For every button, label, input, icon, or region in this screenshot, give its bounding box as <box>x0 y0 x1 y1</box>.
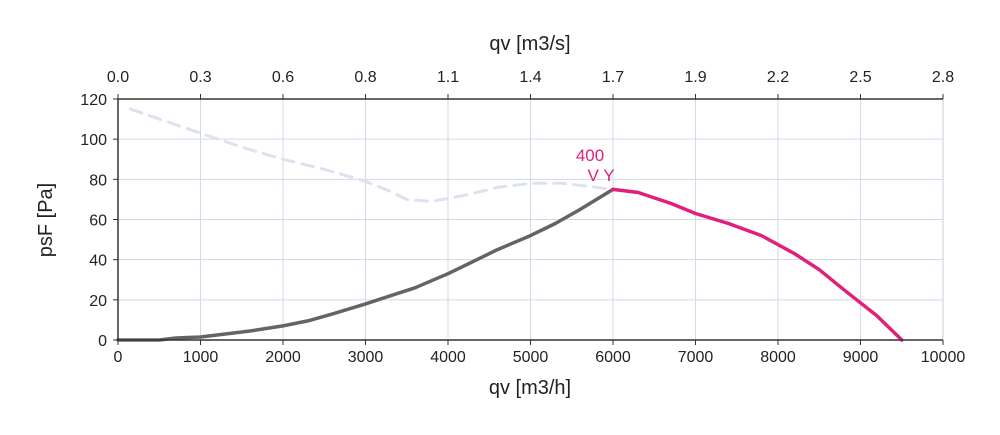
fan-curve-operating <box>611 187 904 342</box>
x2-tick-label: 0.8 <box>354 69 376 86</box>
curve-annotation-size: 400 <box>576 146 604 165</box>
x2-tick-label: 1.7 <box>602 69 624 86</box>
x2-tick-label: 1.4 <box>519 69 541 86</box>
fan-curve-gray <box>116 187 615 342</box>
series-layer <box>116 107 904 342</box>
x-tick-label: 8000 <box>760 349 796 366</box>
x2-tick-label: 2.2 <box>767 69 789 86</box>
grid <box>118 99 943 340</box>
y-tick-label: 80 <box>89 172 107 189</box>
x2-tick-label: 2.8 <box>932 69 954 86</box>
x-tick-label: 6000 <box>595 349 631 366</box>
x2-tick-label: 1.1 <box>437 69 459 86</box>
ticks: 0 1000 2000 3000 4000 5000 6000 7000 8000 9000 100… <box>80 69 965 366</box>
x-tick-label: 3000 <box>348 349 384 366</box>
x-tick-label: 0 <box>114 349 123 366</box>
x2-tick-label: 0.6 <box>272 69 294 86</box>
y-tick-label: 40 <box>89 253 107 270</box>
y-tick-label: 0 <box>98 333 107 350</box>
y-tick-label: 100 <box>80 132 107 149</box>
y-tick-label: 20 <box>89 293 107 310</box>
x-tick-label: 2000 <box>265 349 301 366</box>
x-tick-label: 5000 <box>513 349 549 366</box>
curve-annotation-type: V Y <box>587 166 614 185</box>
x-tick-label: 10000 <box>921 349 966 366</box>
x-tick-label: 7000 <box>678 349 714 366</box>
x2-axis-title: qv [m3/s] <box>489 33 570 55</box>
x2-tick-label: 1.9 <box>684 69 706 86</box>
system-curve-dashed <box>128 107 615 203</box>
x-tick-label: 9000 <box>843 349 879 366</box>
y-tick-label: 120 <box>80 92 107 109</box>
x-axis-title: qv [m3/h] <box>489 377 571 399</box>
x-tick-label: 4000 <box>430 349 466 366</box>
y-axis-title: psF [Pa] <box>35 183 57 257</box>
x2-tick-label: 0.3 <box>189 69 211 86</box>
x2-tick-label: 0.0 <box>107 69 129 86</box>
x-tick-label: 1000 <box>183 349 219 366</box>
x2-tick-label: 2.5 <box>849 69 871 86</box>
y-tick-label: 60 <box>89 213 107 230</box>
